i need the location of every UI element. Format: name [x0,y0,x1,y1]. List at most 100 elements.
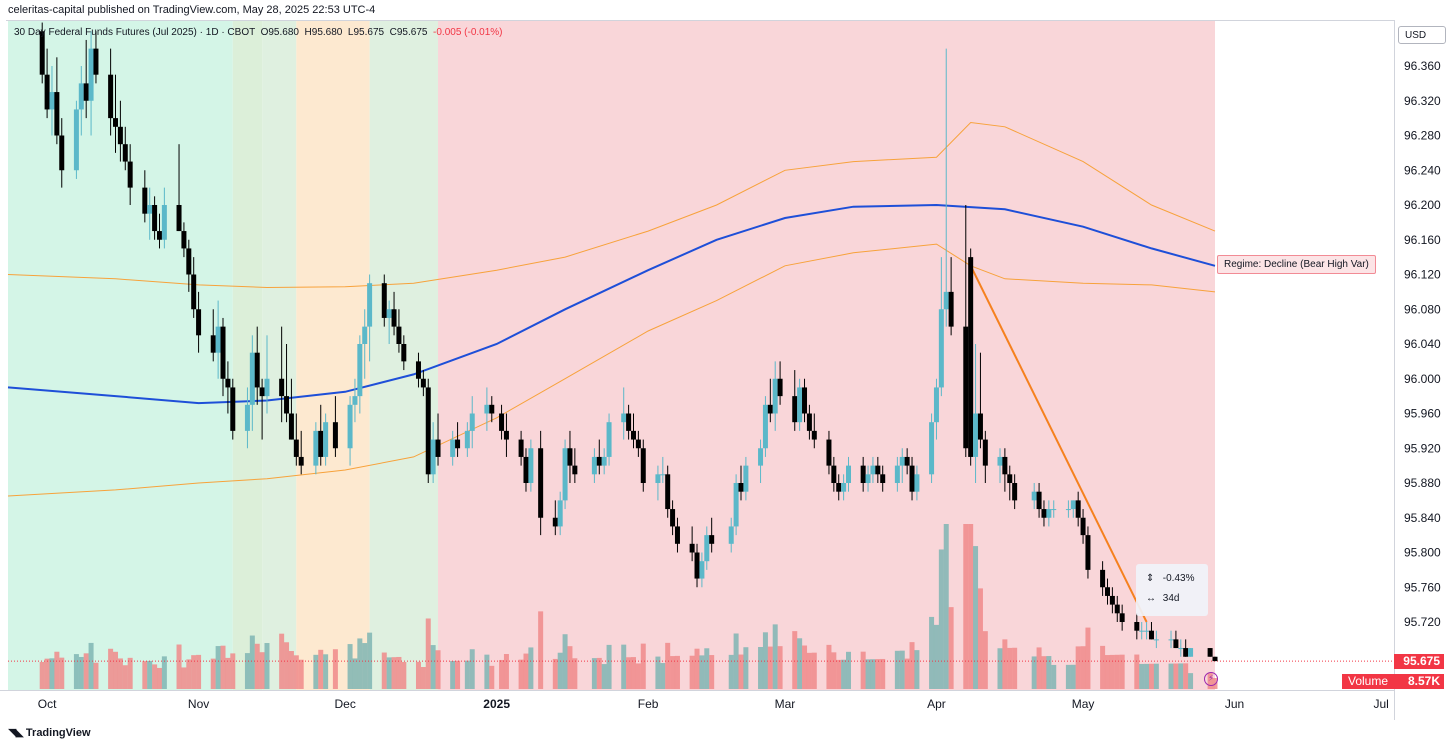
volume-bar-86 [660,663,666,689]
candle-body-58 [435,439,441,457]
volume-bar-107 [806,652,812,689]
volume-bar-145 [1075,646,1081,689]
time-axis[interactable] [0,690,1394,719]
volume-bar-97 [738,654,744,689]
volume-bar-117 [875,659,881,689]
volume-bar-21 [181,667,187,689]
upper-band-line [7,121,1216,289]
volume-bar-124 [929,616,935,689]
range-icon: ⇕ [1146,573,1155,584]
volume-bar-108 [811,652,817,689]
regime-band-5 [438,21,1215,690]
candle-body-26 [215,326,221,353]
candle-body-4 [59,135,65,171]
volume-bar-30 [244,653,250,689]
candle-body-107 [806,413,812,431]
volume-bar-129 [963,524,969,689]
volume-bar-59 [450,660,456,689]
volume-bar-40 [313,654,319,689]
candle-body-97 [738,483,744,492]
y-tick-label-6: 96.120 [1404,268,1441,282]
candle-body-155 [1144,630,1150,632]
candle-body-45 [352,396,358,405]
volume-bar-74 [567,646,573,689]
volume-bar-94 [709,655,715,689]
candle-body-140 [1041,509,1047,518]
candle-body-126 [938,309,944,388]
legend-high-label: H [304,27,312,38]
price-axis[interactable] [1394,20,1451,720]
currency-selector[interactable]: USD [1398,26,1446,44]
volume-bar-56 [425,618,431,689]
candle-body-112 [841,483,847,492]
volume-bar-156 [1148,663,1154,689]
candle-body-50 [386,309,392,318]
y-tick-label-14: 95.800 [1404,546,1441,560]
candle-body-28 [225,378,231,388]
candle-body-69 [528,448,534,483]
candle-body-75 [572,465,578,475]
candle-body-39 [298,456,304,466]
volume-bar-17 [152,664,158,689]
candle-body-51 [391,309,397,327]
candle-body-74 [567,448,573,466]
legend-open-label: O [260,27,269,38]
candle-body-77 [596,456,602,466]
volume-bar-26 [215,646,221,689]
chart-pane[interactable] [6,20,1394,691]
volume-bar-52 [396,656,402,689]
candle-body-89 [674,526,680,544]
candle-body-72 [557,500,563,527]
candle-body-40 [313,430,319,466]
symbol-legend[interactable]: 30 Day Federal Funds Futures (Jul 2025) … [14,27,503,38]
volume-bar-106 [802,645,808,689]
legend-high: 95.680 [311,27,343,38]
volume-bar-75 [572,658,578,689]
candle-body-81 [626,413,632,431]
lightning-icon[interactable]: ⚡ [1204,672,1218,686]
volume-bar-9 [93,662,99,689]
y-tick-label-16: 95.720 [1404,615,1441,629]
volume-bar-126 [938,549,944,689]
candle-body-102 [772,378,778,414]
candle-body-7 [83,83,89,101]
y-tick-label-7: 96.080 [1404,302,1441,316]
candle-body-96 [733,483,739,527]
candle-body-6 [78,83,84,110]
volume-bar-158 [1168,663,1174,689]
candle-body-86 [660,474,666,476]
x-tick-label-8: Jun [1225,697,1244,711]
candle-body-62 [469,413,475,431]
candle-body-9 [93,48,99,75]
volume-bar-130 [968,524,974,689]
tradingview-logo[interactable]: ◥◣ TradingView [8,726,91,739]
candle-body-43 [332,422,338,449]
volume-bar-140 [1041,656,1047,689]
candle-body-12 [117,126,123,145]
y-tick-label-5: 96.160 [1404,233,1441,247]
candle-body-151 [1114,604,1120,614]
volume-bar-28 [225,657,231,689]
volume-bar-84 [640,643,646,689]
volume-bar-47 [362,643,368,689]
candle-body-90 [689,543,695,553]
candle-body-22 [186,248,192,275]
candle-body-48 [367,283,373,327]
candle-body-98 [743,465,749,492]
candle-body-60 [455,439,461,449]
volume-bar-2 [49,658,55,689]
candle-body-44 [347,404,353,449]
last-price-badge: 95.675 [1394,654,1444,670]
volume-bar-36 [284,642,290,689]
volume-bar-13 [122,665,128,689]
candle-body-127 [943,291,949,310]
candle-body-133 [982,439,988,466]
bands-layer [7,121,1394,662]
volume-bar-25 [210,658,216,689]
candle-body-91 [694,552,700,579]
y-tick-label-3: 96.240 [1404,163,1441,177]
volume-bar-58 [435,650,441,689]
volume-bar-148 [1100,645,1106,689]
candle-body-20 [176,205,182,232]
